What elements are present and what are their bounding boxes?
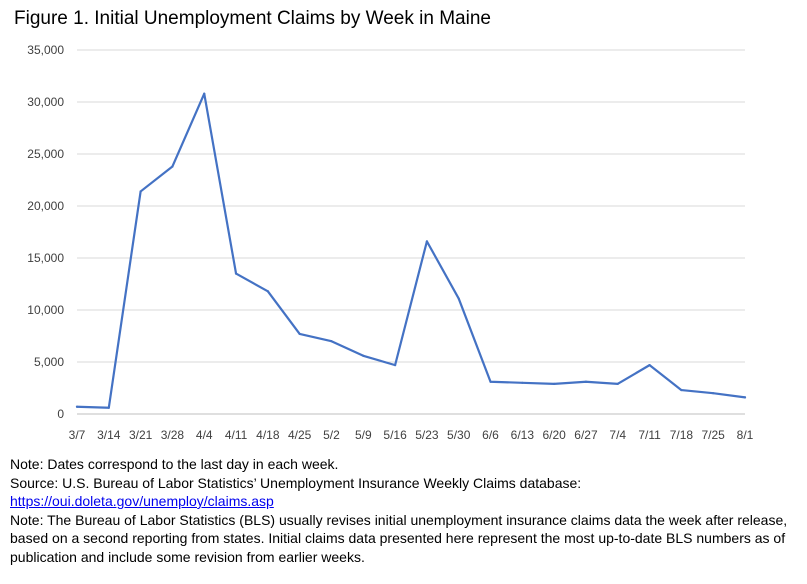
data-point — [234, 272, 238, 275]
data-point — [266, 290, 269, 293]
y-tick-label: 5,000 — [34, 355, 64, 369]
data-point — [107, 406, 110, 409]
data-point — [616, 382, 619, 385]
x-tick-label: 6/13 — [511, 428, 535, 442]
y-tick-label: 20,000 — [27, 199, 64, 213]
y-tick-label: 35,000 — [27, 43, 64, 57]
x-tick-label: 7/18 — [670, 428, 694, 442]
series-line — [75, 92, 747, 409]
x-tick-label: 7/25 — [702, 428, 726, 442]
x-tick-label: 3/14 — [97, 428, 121, 442]
data-point — [425, 240, 429, 243]
x-tick-label: 5/9 — [355, 428, 372, 442]
x-tick-label: 4/4 — [196, 428, 213, 442]
y-tick-label: 0 — [57, 407, 64, 421]
note-revisions: Note: The Bureau of Labor Statistics (BL… — [10, 511, 788, 565]
y-tick-label: 15,000 — [27, 251, 64, 265]
data-point — [457, 297, 460, 300]
data-point — [553, 382, 556, 385]
x-tick-label: 5/2 — [323, 428, 340, 442]
x-tick-label: 8/1 — [737, 428, 754, 442]
x-tick-label: 3/28 — [161, 428, 185, 442]
x-tick-label: 7/4 — [609, 428, 626, 442]
data-point — [489, 380, 492, 383]
x-tick-label: 6/20 — [542, 428, 566, 442]
source-text: Source: U.S. Bureau of Labor Statistics’… — [10, 474, 582, 491]
x-tick-label: 6/27 — [574, 428, 598, 442]
x-tick-label: 6/6 — [482, 428, 499, 442]
data-point — [362, 354, 365, 357]
data-point — [521, 381, 524, 384]
x-tick-label: 3/7 — [69, 428, 86, 442]
gridlines — [77, 49, 745, 415]
data-point — [743, 396, 747, 399]
x-tick-label: 4/25 — [288, 428, 312, 442]
y-tick-label: 30,000 — [27, 95, 64, 109]
y-tick-label: 10,000 — [27, 303, 64, 317]
x-tick-label: 5/23 — [415, 428, 439, 442]
note-dates: Note: Dates correspond to the last day i… — [10, 456, 339, 472]
data-point — [171, 165, 174, 168]
data-point — [330, 340, 333, 343]
data-point — [203, 92, 206, 95]
source-link[interactable]: https://oui.doleta.gov/unemploy/claims.a… — [10, 493, 274, 509]
data-point — [393, 364, 397, 367]
x-tick-label: 4/11 — [225, 428, 248, 442]
x-tick-label: 7/11 — [638, 428, 661, 442]
figure-title: Figure 1. Initial Unemployment Claims by… — [14, 8, 491, 29]
y-tick-label: 25,000 — [27, 147, 64, 161]
data-point — [648, 364, 651, 367]
data-point — [75, 405, 79, 408]
y-axis-tick-labels: 0 5,000 10,000 15,000 20,000 25,000 30,000 35,0… — [27, 43, 64, 421]
x-tick-label: 3/21 — [129, 428, 153, 442]
data-point — [712, 392, 715, 395]
x-tick-label: 5/30 — [447, 428, 471, 442]
x-axis-tick-labels: 3/7 3/14 3/21 3/28 4/4 4/11 4/18 4/25 5/2 5/9 5/16… — [69, 428, 754, 442]
chart-notes: Note: Dates correspond to the last day i… — [10, 455, 800, 566]
x-tick-label: 4/18 — [256, 428, 280, 442]
line-chart: 0 5,000 10,000 15,000 20,000 25,000 30,000 35,0… — [27, 43, 754, 442]
data-point — [139, 190, 142, 193]
x-tick-label: 5/16 — [383, 428, 407, 442]
data-point — [680, 388, 683, 392]
series-layer — [75, 92, 747, 409]
data-point — [298, 332, 301, 336]
data-point — [584, 380, 588, 383]
